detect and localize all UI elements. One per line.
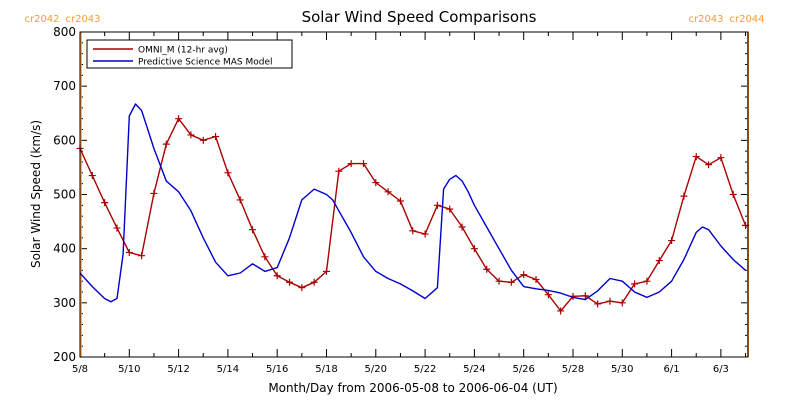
- data-point: [125, 248, 133, 256]
- data-point: [680, 192, 688, 200]
- data-point: [310, 278, 318, 286]
- data-point: [692, 153, 700, 161]
- x-tick-label: 5/14: [217, 364, 239, 375]
- carrington-label-right: cr2043: [65, 14, 100, 25]
- data-point: [88, 172, 96, 180]
- x-tick-label: 5/16: [266, 364, 288, 375]
- series-line-2: [79, 103, 746, 303]
- data-point: [717, 154, 725, 162]
- plot-frame: [79, 31, 749, 358]
- data-point: [286, 278, 294, 286]
- x-tick-label: 5/10: [118, 364, 140, 375]
- data-point: [347, 160, 355, 168]
- data-point: [618, 299, 626, 307]
- x-tick-label: 5/22: [414, 364, 436, 375]
- data-point: [594, 300, 602, 308]
- x-tick-label: 5/18: [315, 364, 337, 375]
- data-point: [433, 201, 441, 209]
- data-point: [409, 227, 417, 235]
- x-axis-label: Month/Day from 2006-05-08 to 2006-06-04 …: [268, 381, 557, 395]
- data-point: [249, 226, 257, 234]
- y-tick-label: 400: [53, 242, 76, 256]
- data-point: [668, 237, 676, 245]
- data-point: [643, 277, 651, 285]
- data-point: [384, 188, 392, 196]
- x-tick-label: 6/1: [664, 364, 680, 375]
- data-point: [655, 257, 663, 265]
- data-point: [507, 278, 515, 286]
- x-tick-label: 5/26: [512, 364, 534, 375]
- data-point: [581, 292, 589, 300]
- data-point: [322, 267, 330, 275]
- legend-label: Predictive Science MAS Model: [138, 58, 273, 68]
- data-point: [544, 291, 552, 299]
- data-point: [458, 223, 466, 231]
- data-point: [298, 284, 306, 292]
- data-point: [631, 280, 639, 288]
- data-point: [150, 189, 158, 197]
- data-point: [162, 140, 170, 148]
- x-tick-label: 6/3: [713, 364, 729, 375]
- y-tick-label: 200: [53, 350, 76, 364]
- legend: OMNI_M (12-hr avg) Predictive Science MAS…: [86, 39, 293, 69]
- data-point: [495, 277, 503, 285]
- data-point: [470, 245, 478, 253]
- data-point: [113, 224, 121, 232]
- carrington-label-right: cr2044: [729, 14, 764, 25]
- legend-box: [86, 39, 293, 69]
- series-layer: [76, 103, 750, 315]
- data-point: [446, 205, 454, 213]
- y-tick-label: 700: [53, 79, 76, 93]
- y-tick-label: 600: [53, 133, 76, 147]
- data-point: [520, 271, 528, 279]
- data-point: [483, 265, 491, 273]
- y-tick-label: 300: [53, 296, 76, 310]
- data-point: [236, 196, 244, 204]
- chart-title: Solar Wind Speed Comparisons: [302, 8, 537, 26]
- data-point: [532, 276, 540, 284]
- legend-label: OMNI_M (12-hr avg): [138, 46, 228, 56]
- x-tick-label: 5/8: [72, 364, 88, 375]
- data-point: [705, 161, 713, 169]
- data-point: [335, 167, 343, 175]
- data-point: [396, 197, 404, 205]
- y-axis-label: Solar Wind Speed (km/s): [29, 120, 43, 268]
- data-point: [421, 230, 429, 238]
- data-point: [557, 307, 565, 315]
- x-tick-label: 5/24: [463, 364, 485, 375]
- data-point: [261, 253, 269, 261]
- data-point: [224, 169, 232, 177]
- data-point: [101, 199, 109, 207]
- data-point: [187, 131, 195, 139]
- x-tick-label: 5/20: [365, 364, 387, 375]
- data-point: [729, 191, 737, 198]
- data-point: [212, 133, 220, 141]
- x-tick-label: 5/30: [611, 364, 633, 375]
- carrington-label-left: cr2043: [688, 14, 723, 25]
- y-tick-label: 800: [53, 25, 76, 39]
- carrington-label-left: cr2042: [24, 14, 59, 25]
- data-point: [372, 179, 380, 187]
- data-point: [138, 252, 146, 260]
- x-tick-label: 5/28: [562, 364, 584, 375]
- y-tick-label: 500: [53, 188, 76, 202]
- data-point: [359, 160, 367, 168]
- x-tick-label: 5/12: [167, 364, 189, 375]
- data-point: [199, 136, 207, 144]
- data-point: [273, 272, 281, 280]
- data-point: [175, 115, 183, 123]
- data-point: [606, 297, 614, 305]
